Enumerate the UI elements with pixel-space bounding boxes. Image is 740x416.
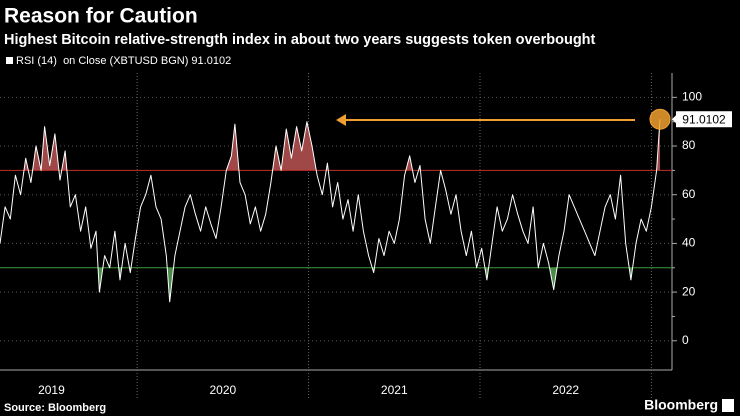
y-tick-label: 100: [682, 90, 702, 104]
x-tick-label: 2020: [210, 383, 237, 397]
rsi-line: [0, 119, 661, 303]
y-tick-label: 0: [682, 333, 689, 347]
chart-title: Reason for Caution: [4, 5, 198, 28]
brand-icon: [722, 399, 734, 412]
oversold-fill: [98, 267, 633, 302]
last-value-label: 91.0102: [682, 112, 726, 126]
last-value-pointer: [672, 114, 677, 125]
y-tick-label: 20: [682, 284, 696, 298]
chart-subtitle: Highest Bitcoin relative-strength index …: [4, 32, 596, 48]
x-tick-label: 2022: [552, 383, 579, 397]
annotation-arrowhead: [336, 114, 346, 126]
legend-label: RSI (14) on Close (XBTUSD BGN) 91.0102: [16, 55, 231, 67]
x-tick-label: 2019: [38, 383, 65, 397]
legend-swatch: [6, 57, 13, 64]
brand: Bloomberg: [644, 397, 718, 413]
y-tick-label: 80: [682, 138, 696, 152]
source: Source: Bloomberg: [4, 402, 106, 414]
y-tick-label: 40: [682, 236, 696, 250]
y-tick-label: 60: [682, 187, 696, 201]
x-tick-label: 2021: [381, 383, 408, 397]
last-point-highlight: [649, 108, 671, 130]
last-value-box: [676, 111, 732, 128]
